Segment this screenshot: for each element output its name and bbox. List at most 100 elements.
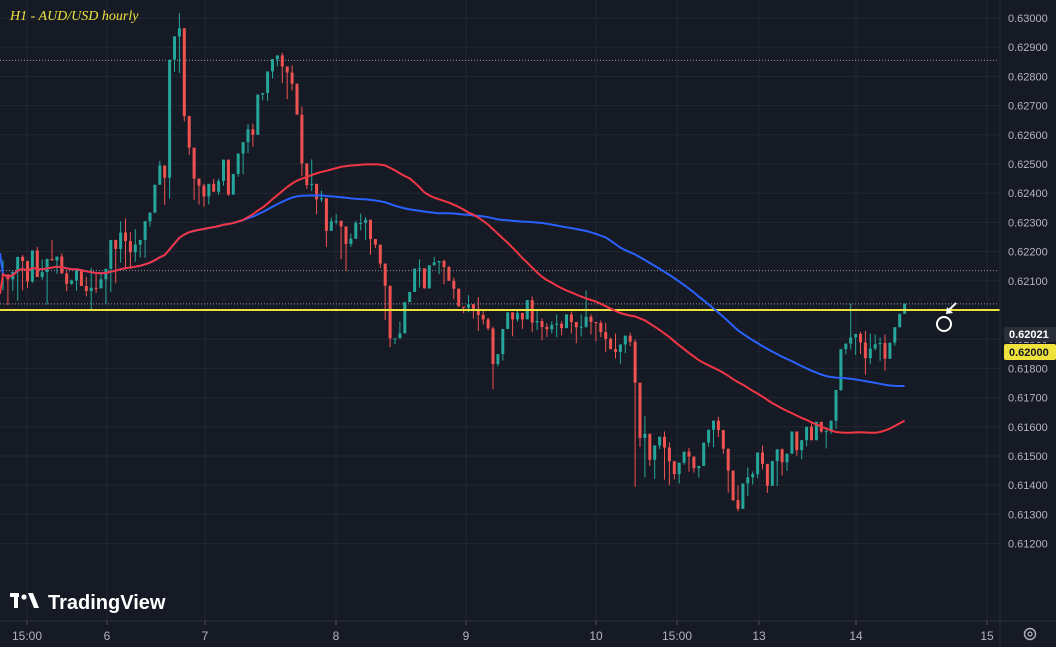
- candle-body: [422, 268, 426, 289]
- candle-body: [697, 465, 701, 469]
- candle-body: [143, 221, 147, 240]
- price-tick-label: 0.62700: [1008, 101, 1048, 113]
- svg-text:TradingView: TradingView: [48, 592, 166, 614]
- candle-body: [814, 421, 818, 441]
- ma-red-line: [0, 163, 906, 434]
- candle-body: [16, 256, 20, 272]
- candle-body: [153, 184, 157, 213]
- candle-body: [187, 116, 191, 148]
- candle-body: [516, 312, 519, 320]
- candle-body: [565, 314, 568, 329]
- candle-body: [212, 183, 216, 192]
- candle-body: [192, 147, 196, 179]
- candle-body: [447, 267, 451, 281]
- candle-body: [75, 269, 78, 281]
- candle-body: [805, 426, 809, 441]
- candle-body: [177, 28, 181, 37]
- price-tick-label: 0.61800: [1008, 363, 1048, 375]
- candle-body: [413, 268, 417, 292]
- candle-body: [863, 342, 867, 359]
- candle-body: [545, 326, 549, 330]
- candle-body: [138, 239, 142, 245]
- candle-body: [217, 180, 221, 192]
- candle-body: [903, 303, 907, 314]
- candle-body: [427, 265, 431, 289]
- candle-body: [746, 477, 750, 484]
- time-tick-label: 15: [980, 629, 994, 643]
- candle-body: [810, 426, 813, 441]
- price-tick-label: 0.61700: [1008, 393, 1048, 405]
- candle-body: [133, 244, 137, 253]
- candle-body: [849, 337, 853, 344]
- last-price-badge: 0.62021: [1004, 327, 1056, 342]
- candle-body: [55, 256, 59, 261]
- candle-body: [334, 220, 338, 222]
- candle-body: [716, 420, 720, 431]
- candle-body: [21, 256, 25, 261]
- price-tick-label: 0.61200: [1008, 539, 1048, 551]
- candle-body: [658, 436, 662, 446]
- candle-body: [452, 280, 456, 289]
- candle-body: [310, 183, 314, 186]
- candle-body: [290, 72, 294, 84]
- candle-body: [712, 420, 715, 430]
- candle-body: [511, 312, 515, 320]
- candle-body: [854, 333, 858, 338]
- candle-body: [721, 430, 725, 449]
- price-tick-label: 0.62500: [1008, 159, 1048, 171]
- price-tick-label: 0.62300: [1008, 217, 1048, 229]
- candle-body: [550, 324, 554, 330]
- candle-body: [868, 348, 872, 359]
- time-tick-label: 15:00: [662, 629, 692, 643]
- time-tick-label: 6: [104, 629, 111, 643]
- candle-body: [285, 66, 289, 73]
- price-tick-label: 0.61300: [1008, 509, 1048, 521]
- candle-body: [109, 239, 113, 269]
- candle-body: [359, 222, 363, 224]
- candle-body: [898, 313, 902, 328]
- price-tick-label: 0.63000: [1008, 13, 1048, 25]
- candle-body: [873, 344, 877, 349]
- candle-body: [859, 333, 862, 343]
- candle-body: [45, 258, 49, 273]
- candle-body: [530, 300, 534, 323]
- candle-body: [476, 308, 480, 315]
- last-price-label: 0.62021: [1009, 329, 1049, 341]
- candle-body: [834, 390, 838, 421]
- candle-body: [393, 338, 397, 340]
- candle-body: [408, 291, 412, 303]
- candle-body: [30, 250, 34, 282]
- candle-body: [236, 153, 240, 174]
- candle-body: [486, 319, 490, 329]
- level-price-label: 0.62000: [1009, 347, 1049, 359]
- candle-body: [202, 185, 206, 197]
- candle-body: [765, 463, 769, 486]
- candle-body: [364, 219, 368, 223]
- candle-body: [638, 382, 642, 438]
- candle-body: [388, 285, 392, 339]
- candle-body: [520, 312, 524, 320]
- time-tick-label: 10: [589, 629, 603, 643]
- candle-body: [432, 262, 436, 266]
- candle-body: [501, 328, 505, 355]
- candle-body: [373, 239, 377, 245]
- candle-body: [648, 433, 652, 460]
- candle-body: [672, 461, 676, 475]
- candle-body: [231, 173, 235, 195]
- candle-body: [770, 460, 774, 486]
- candle-body: [785, 453, 789, 463]
- candle-body: [70, 280, 74, 284]
- price-tick-label: 0.62900: [1008, 42, 1048, 54]
- settings-icon[interactable]: [1023, 627, 1037, 641]
- chart-title: H1 - AUD/USD hourly: [9, 9, 139, 24]
- candle-body: [888, 342, 892, 359]
- candle-body: [457, 288, 461, 307]
- candle-body: [569, 314, 573, 322]
- price-axis[interactable]: 0.63000 0.62900 0.62800 0.62700 0.62600 0.625…: [1008, 13, 1048, 551]
- candle-body: [339, 220, 343, 227]
- candle-body: [633, 341, 637, 383]
- time-axis[interactable]: 15:00 6 7 8 9 10 15:00 13 14 15: [12, 621, 994, 643]
- candle-body: [300, 114, 304, 164]
